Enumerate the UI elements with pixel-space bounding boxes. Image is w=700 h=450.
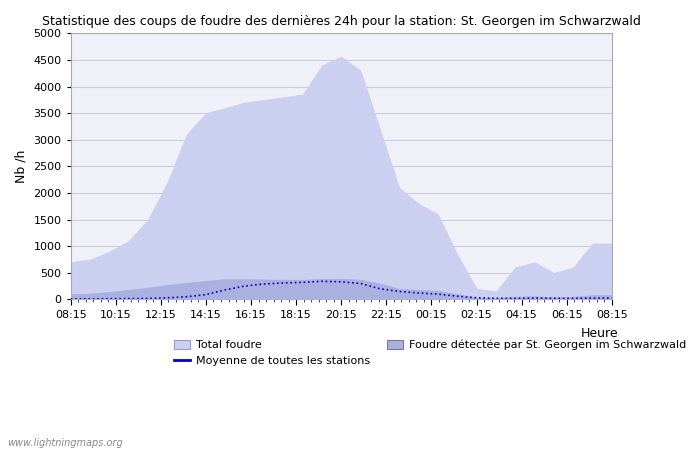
Text: www.lightningmaps.org: www.lightningmaps.org xyxy=(7,438,122,448)
Y-axis label: Nb /h: Nb /h xyxy=(15,150,28,183)
Legend: Total foudre, Moyenne de toutes les stations, Foudre détectée par St. Georgen im: Total foudre, Moyenne de toutes les stat… xyxy=(174,340,686,366)
Title: Statistique des coups de foudre des dernières 24h pour la station: St. Georgen i: Statistique des coups de foudre des dern… xyxy=(42,15,640,28)
Text: Heure: Heure xyxy=(581,327,619,340)
